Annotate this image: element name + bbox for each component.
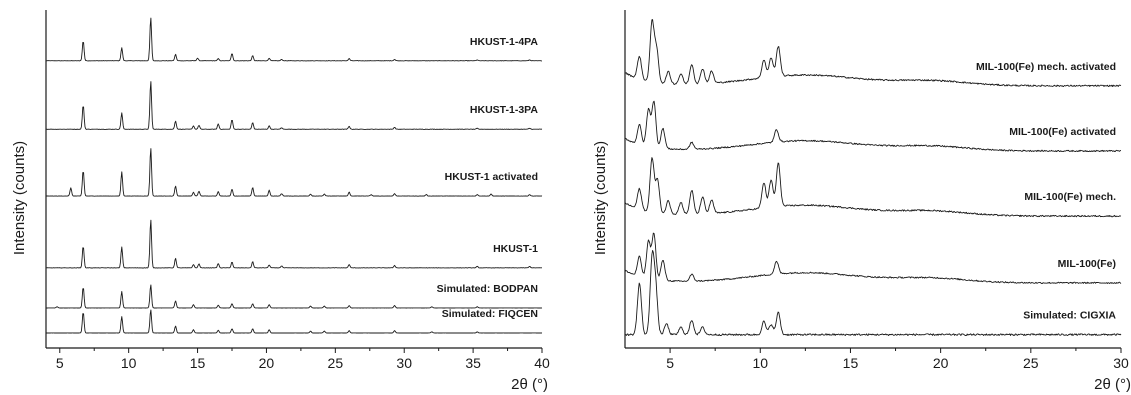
x-tick-label: 10 bbox=[752, 355, 768, 371]
left-y-axis-title: Intensity (counts) bbox=[11, 141, 28, 255]
x-tick-label: 30 bbox=[1113, 355, 1129, 371]
left-x-axis-title: 2θ (°) bbox=[511, 376, 548, 393]
x-tick-label: 35 bbox=[465, 355, 481, 371]
x-tick-label: 30 bbox=[396, 355, 412, 371]
series-trace bbox=[624, 249, 1122, 336]
series-label: Simulated: FIQCEN bbox=[442, 308, 538, 320]
right-xrd-panel: Intensity (counts) 2θ (°) 5 10 15 20 25 30 MIL… bbox=[592, 10, 1131, 393]
series-label: HKUST-1 bbox=[493, 243, 538, 255]
series-trace bbox=[624, 100, 1121, 153]
series-label: MIL-100(Fe) mech. bbox=[1024, 191, 1116, 203]
x-tick-label: 25 bbox=[1023, 355, 1039, 371]
right-y-axis-title: Intensity (counts) bbox=[592, 141, 609, 255]
x-tick-label: 10 bbox=[121, 355, 137, 371]
x-tick-label: 25 bbox=[328, 355, 344, 371]
x-tick-label: 20 bbox=[259, 355, 275, 371]
series-label: Simulated: BODPAN bbox=[437, 283, 538, 295]
series-trace bbox=[624, 157, 1122, 218]
series-label: MIL-100(Fe) mech. activated bbox=[976, 61, 1116, 73]
series-trace bbox=[45, 309, 543, 334]
series-trace bbox=[624, 19, 1122, 87]
x-tick-label: 40 bbox=[534, 355, 550, 371]
series-trace bbox=[45, 284, 543, 309]
x-tick-label: 5 bbox=[56, 355, 64, 371]
series-trace bbox=[45, 17, 542, 62]
series-trace bbox=[46, 219, 542, 269]
series-label: Simulated: CIGXIA bbox=[1023, 310, 1116, 322]
series-label: HKUST-1-3PA bbox=[470, 104, 538, 116]
left-xrd-panel: Intensity (counts) 2θ (°) 5 10 15 20 25 30 35 4… bbox=[11, 10, 550, 393]
x-tick-label: 5 bbox=[666, 355, 674, 371]
series-label: MIL-100(Fe) activated bbox=[1009, 126, 1116, 138]
x-tick-label: 15 bbox=[843, 355, 859, 371]
series-trace bbox=[46, 81, 543, 130]
right-x-axis-title: 2θ (°) bbox=[1094, 376, 1131, 393]
x-tick-label: 15 bbox=[190, 355, 206, 371]
series-trace bbox=[45, 148, 543, 197]
series-label: HKUST-1-4PA bbox=[470, 36, 538, 48]
x-tick-label: 20 bbox=[933, 355, 949, 371]
series-trace bbox=[624, 232, 1122, 284]
series-label: HKUST-1 activated bbox=[445, 171, 538, 183]
series-label: MIL-100(Fe) bbox=[1058, 258, 1116, 270]
